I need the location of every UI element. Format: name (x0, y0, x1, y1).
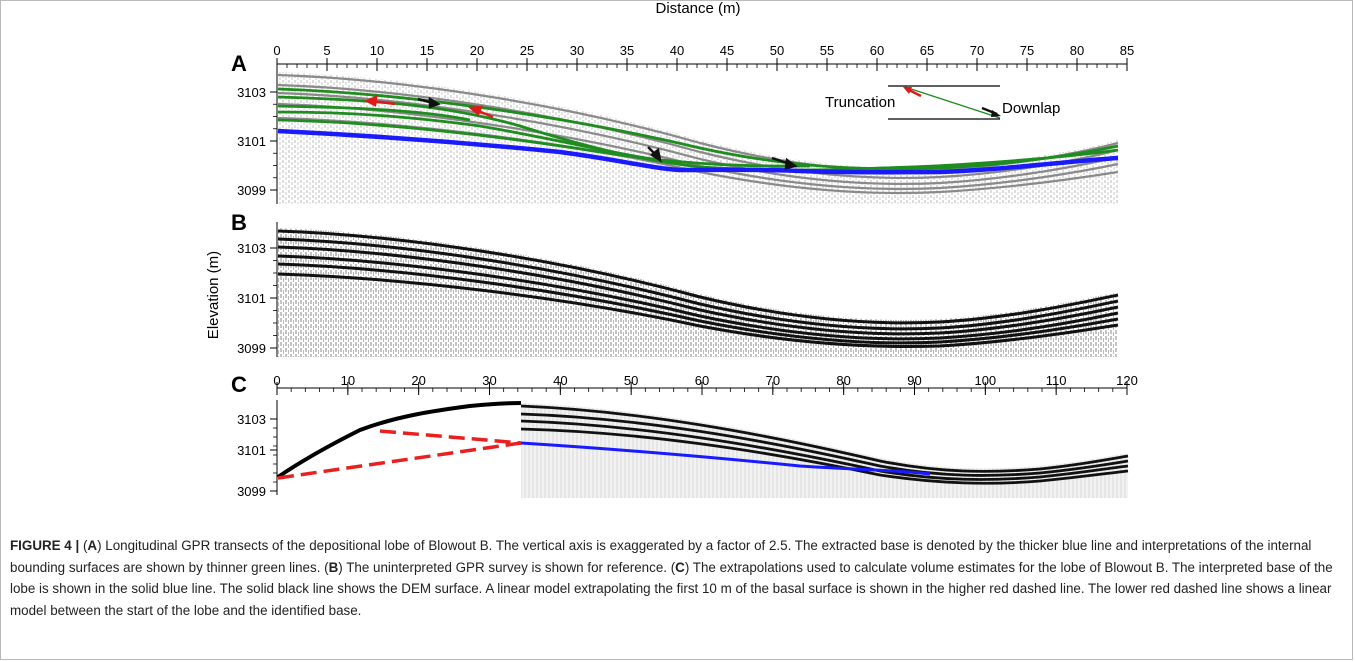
dem-surface-line (276, 401, 522, 479)
x-tick-label: 90 (907, 373, 921, 388)
gpr-figure: Distance (m) Elevation (m) A 0 5 10 15 20 25 3… (205, 0, 1138, 499)
x-tick-label: 35 (620, 43, 634, 58)
x-tick-label: 80 (836, 373, 850, 388)
y-tick-label: 3099 (237, 183, 266, 198)
caption-segment: ( (79, 538, 88, 553)
x-tick-label: 70 (766, 373, 780, 388)
x-tick-label: 20 (411, 373, 425, 388)
panel-c-x-ticks: 0 10 20 30 40 50 60 70 80 90 100 110 120 (273, 373, 1138, 395)
panel-a-letter: A (231, 51, 247, 76)
panel-a-x-ticks: 0 5 10 15 20 25 30 35 40 45 50 55 60 65 70 75 80 85 (273, 43, 1134, 71)
x-tick-label: 10 (341, 373, 355, 388)
panel-b-letter: B (231, 210, 247, 235)
x-tick-label: 55 (820, 43, 834, 58)
x-tick-label: 60 (870, 43, 884, 58)
x-tick-label: 75 (1020, 43, 1034, 58)
panel-c-base-line (520, 441, 931, 476)
caption-segment: ) The uninterpreted GPR survey is shown … (338, 559, 676, 575)
panel-a-base-line (277, 128, 1119, 175)
x-tick-label: 10 (370, 43, 384, 58)
x-tick-label: 25 (520, 43, 534, 58)
panel-c-reflectors (520, 404, 1129, 485)
y-tick-label: 3103 (237, 241, 266, 256)
y-tick-label: 3101 (237, 443, 266, 458)
legend-inset: Truncation Downlap (825, 85, 1060, 120)
y-tick-label: 3099 (237, 341, 266, 356)
caption-segment: C (675, 559, 685, 575)
x-tick-label: 0 (273, 43, 280, 58)
y-tick-label: 3099 (237, 484, 266, 499)
panel-c-letter: C (231, 372, 247, 397)
x-tick-label: 30 (482, 373, 496, 388)
caption-segment: ) The extrapolations used to calculate v… (10, 559, 1333, 618)
y-tick-label: 3103 (237, 85, 266, 100)
legend-downlap-label: Downlap (1002, 100, 1060, 117)
lower-extrapolation-line (277, 441, 522, 480)
panel-b-y-ticks: 3103 3101 3099 (237, 241, 277, 356)
truncation-arrows (364, 94, 494, 119)
y-tick-label: 3103 (237, 412, 266, 427)
y-tick-label: 3101 (237, 291, 266, 306)
downlap-arrows (417, 96, 798, 170)
x-tick-label: 60 (695, 373, 709, 388)
x-tick-label: 20 (470, 43, 484, 58)
x-tick-label: 40 (670, 43, 684, 58)
x-tick-label: 50 (624, 373, 638, 388)
x-tick-label: 15 (420, 43, 434, 58)
x-axis-title: Distance (m) (655, 0, 740, 17)
x-tick-label: 120 (1116, 373, 1138, 388)
x-tick-label: 110 (1046, 373, 1067, 388)
caption-segment: B (328, 559, 339, 575)
x-tick-label: 85 (1120, 43, 1134, 58)
caption-text: (A) Longitudinal GPR transects of the de… (10, 538, 1333, 618)
y-axis-title: Elevation (m) (205, 251, 222, 339)
x-tick-label: 70 (970, 43, 984, 58)
upper-extrapolation-line (379, 429, 522, 445)
y-tick-label: 3101 (237, 134, 266, 149)
figure-caption: FIGURE 4 | (A) Longitudinal GPR transect… (10, 535, 1345, 621)
x-tick-label: 5 (323, 43, 330, 58)
panel-a-y-ticks: 3103 3101 3099 (237, 85, 277, 198)
panel-c: C 0 10 20 30 40 50 60 70 80 90 100 110 120 310331013… (231, 372, 1138, 499)
x-tick-label: 50 (770, 43, 784, 58)
x-tick-label: 80 (1070, 43, 1084, 58)
legend-truncation-label: Truncation (825, 94, 895, 111)
panel-b-reflectors (277, 229, 1119, 349)
panel-a: A 0 5 10 15 20 25 30 35 40 45 50 55 60 65 70 75 80 85 310… (231, 43, 1134, 204)
x-tick-label: 45 (720, 43, 734, 58)
caption-segment: A (87, 538, 98, 553)
x-tick-label: 65 (920, 43, 934, 58)
panel-c-y-ticks: 3103 3101 3099 (237, 412, 277, 499)
panel-b: B 3103 3101 3099 (231, 210, 1119, 357)
x-tick-label: 0 (273, 373, 280, 388)
x-tick-label: 40 (553, 373, 567, 388)
x-tick-label: 100 (974, 373, 996, 388)
x-tick-label: 30 (570, 43, 584, 58)
caption-label: FIGURE 4 | (10, 538, 80, 553)
caption-segment: ) Longitudinal GPR transects of the depo… (10, 538, 1312, 575)
